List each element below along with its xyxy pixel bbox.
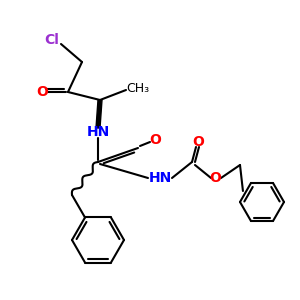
Text: O: O — [36, 85, 48, 99]
Text: HN: HN — [148, 171, 172, 185]
Text: O: O — [209, 171, 221, 185]
Text: O: O — [192, 135, 204, 149]
Text: O: O — [149, 133, 161, 147]
Text: Cl: Cl — [45, 33, 59, 47]
Text: CH₃: CH₃ — [126, 82, 150, 94]
Text: HN: HN — [86, 125, 110, 139]
Polygon shape — [96, 100, 102, 128]
